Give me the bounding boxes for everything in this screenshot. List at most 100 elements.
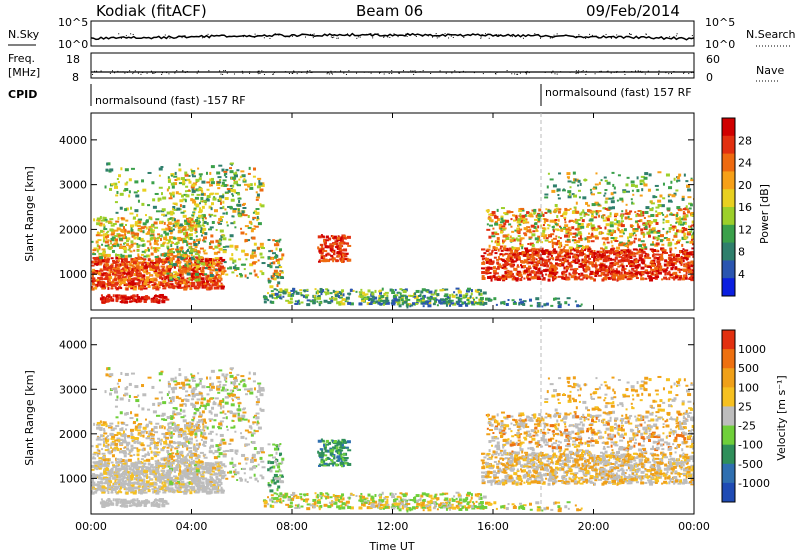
power-cell	[235, 172, 237, 175]
nave-dot	[120, 71, 121, 72]
power-cell	[565, 267, 568, 269]
power-cell	[590, 251, 592, 253]
power-cell	[640, 195, 643, 197]
power-cell	[633, 203, 635, 205]
power-cell	[203, 249, 206, 251]
power-cell	[188, 243, 192, 245]
power-cell	[128, 282, 132, 284]
power-cell	[679, 271, 681, 273]
power-cell	[214, 252, 218, 255]
power-cell	[113, 269, 115, 271]
power-cell	[565, 274, 567, 277]
power-cell	[225, 169, 228, 171]
power-cell	[206, 181, 210, 183]
power-cell	[690, 203, 693, 206]
power-cell	[255, 226, 259, 228]
power-cell	[630, 263, 634, 265]
power-cell	[603, 195, 605, 197]
power-cell	[625, 209, 627, 212]
power-cell	[191, 199, 195, 201]
power-cell	[652, 254, 654, 257]
search-dot	[557, 33, 558, 34]
power-cell	[595, 268, 598, 270]
power-cell	[133, 236, 136, 239]
power-cell	[155, 193, 159, 195]
power-cell	[503, 212, 506, 214]
power-cell	[213, 248, 215, 250]
power-cell	[588, 233, 590, 235]
power-cell	[133, 261, 137, 264]
power-cell	[156, 247, 160, 249]
power-cell	[201, 215, 203, 218]
power-cell	[577, 219, 581, 221]
power-cell	[149, 268, 152, 271]
power-cell	[683, 218, 687, 220]
power-cell	[275, 240, 278, 242]
power-cell	[339, 242, 343, 244]
power-cell	[516, 258, 518, 261]
power-cell	[130, 250, 133, 252]
power-cell	[159, 168, 163, 171]
power-cell	[188, 277, 190, 280]
power-cell	[547, 185, 549, 188]
power-cell	[615, 237, 618, 239]
power-cell	[686, 205, 688, 208]
power-cell	[218, 240, 221, 242]
power-cell	[614, 240, 618, 242]
power-cell	[122, 296, 126, 298]
power-cell	[358, 302, 362, 305]
search-dot	[436, 36, 437, 37]
nave-dot	[294, 72, 295, 73]
nave-dot	[578, 73, 579, 74]
power-cell	[511, 246, 513, 248]
power-cell	[271, 290, 274, 292]
power-cell	[200, 175, 202, 177]
power-cell	[458, 289, 461, 292]
power-cell	[148, 258, 151, 261]
power-cell	[226, 221, 228, 223]
power-cell	[595, 237, 599, 240]
power-cell	[422, 299, 425, 301]
nave-dot	[175, 71, 176, 72]
power-cell	[258, 222, 262, 225]
power-cell	[547, 254, 551, 256]
search-dot	[576, 36, 577, 37]
power-cell	[227, 224, 229, 226]
nave-dot	[440, 70, 441, 71]
power-cell	[670, 224, 672, 226]
power-cell	[246, 254, 249, 256]
power-cell	[524, 227, 528, 230]
power-cell	[185, 186, 188, 188]
power-cell	[528, 274, 532, 276]
nave-dot	[684, 71, 685, 72]
power-cell	[669, 248, 672, 251]
power-cell	[599, 231, 601, 234]
power-cell	[148, 285, 151, 288]
nave-dot	[335, 71, 336, 72]
power-cell	[123, 226, 125, 229]
power-cell	[623, 233, 625, 235]
power-cell	[209, 184, 211, 187]
power-cell	[126, 240, 129, 242]
power-cell	[582, 209, 584, 212]
power-cell	[415, 303, 418, 305]
power-cell	[608, 233, 611, 235]
power-cell	[637, 176, 639, 179]
power-cell	[542, 279, 546, 281]
power-cell	[641, 240, 645, 242]
power-cell	[232, 260, 236, 263]
power-cell	[491, 219, 494, 222]
power-cell	[133, 250, 135, 252]
date-title: 09/Feb/2014	[586, 2, 680, 20]
power-cell	[638, 238, 641, 241]
power-cell	[129, 300, 133, 302]
power-cell	[181, 177, 185, 180]
power-cell	[510, 218, 512, 220]
power-cell	[113, 294, 115, 297]
power-cell	[92, 241, 94, 243]
power-cell	[146, 276, 150, 279]
power-cell	[223, 246, 226, 248]
power-cell	[360, 295, 364, 298]
search-dot	[275, 33, 276, 34]
power-cell	[135, 194, 139, 197]
